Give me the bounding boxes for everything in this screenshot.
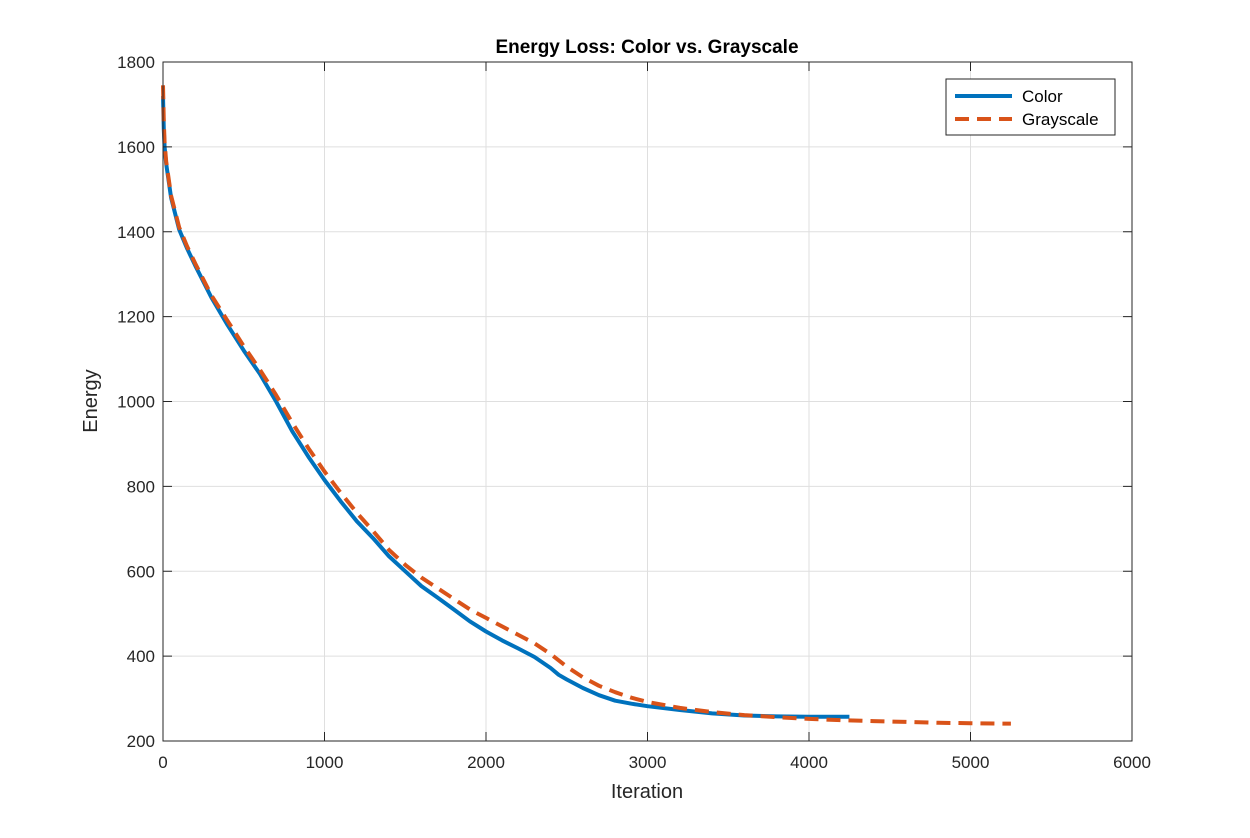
y-tick-label: 1800 [117, 53, 155, 72]
x-tick-label: 0 [158, 753, 167, 772]
y-tick-label: 800 [127, 477, 155, 496]
x-tick-label: 4000 [790, 753, 828, 772]
y-tick-label: 1000 [117, 393, 155, 412]
series-line-grayscale [161, 85, 1011, 726]
y-tick-label: 1600 [117, 138, 155, 157]
legend-box [945, 78, 1116, 136]
x-tick-label: 1000 [306, 753, 344, 772]
y-axis-ticks: 200 400 600 800 1000 1200 1400 1600 1800 [117, 53, 1132, 751]
x-axis-ticks: 0 1000 2000 3000 4000 5000 6000 [158, 62, 1151, 772]
y-tick-label: 200 [127, 732, 155, 751]
y-tick-label: 1200 [117, 308, 155, 327]
x-tick-label: 3000 [629, 753, 667, 772]
chart-title: Energy Loss: Color vs. Grayscale [495, 37, 798, 58]
legend-label-color: Color [1022, 87, 1063, 106]
y-tick-label: 1400 [117, 223, 155, 242]
y-axis-label: Energy [80, 369, 102, 432]
legend: Color Grayscale [945, 78, 1116, 136]
series-line-color [161, 95, 850, 719]
y-tick-label: 400 [127, 647, 155, 666]
x-tick-label: 5000 [952, 753, 990, 772]
y-tick-label: 600 [127, 562, 155, 581]
legend-label-grayscale: Grayscale [1022, 110, 1099, 129]
x-tick-label: 2000 [467, 753, 505, 772]
x-tick-label: 6000 [1113, 753, 1151, 772]
series-layer [161, 85, 1011, 726]
x-axis-label: Iteration [611, 781, 683, 803]
